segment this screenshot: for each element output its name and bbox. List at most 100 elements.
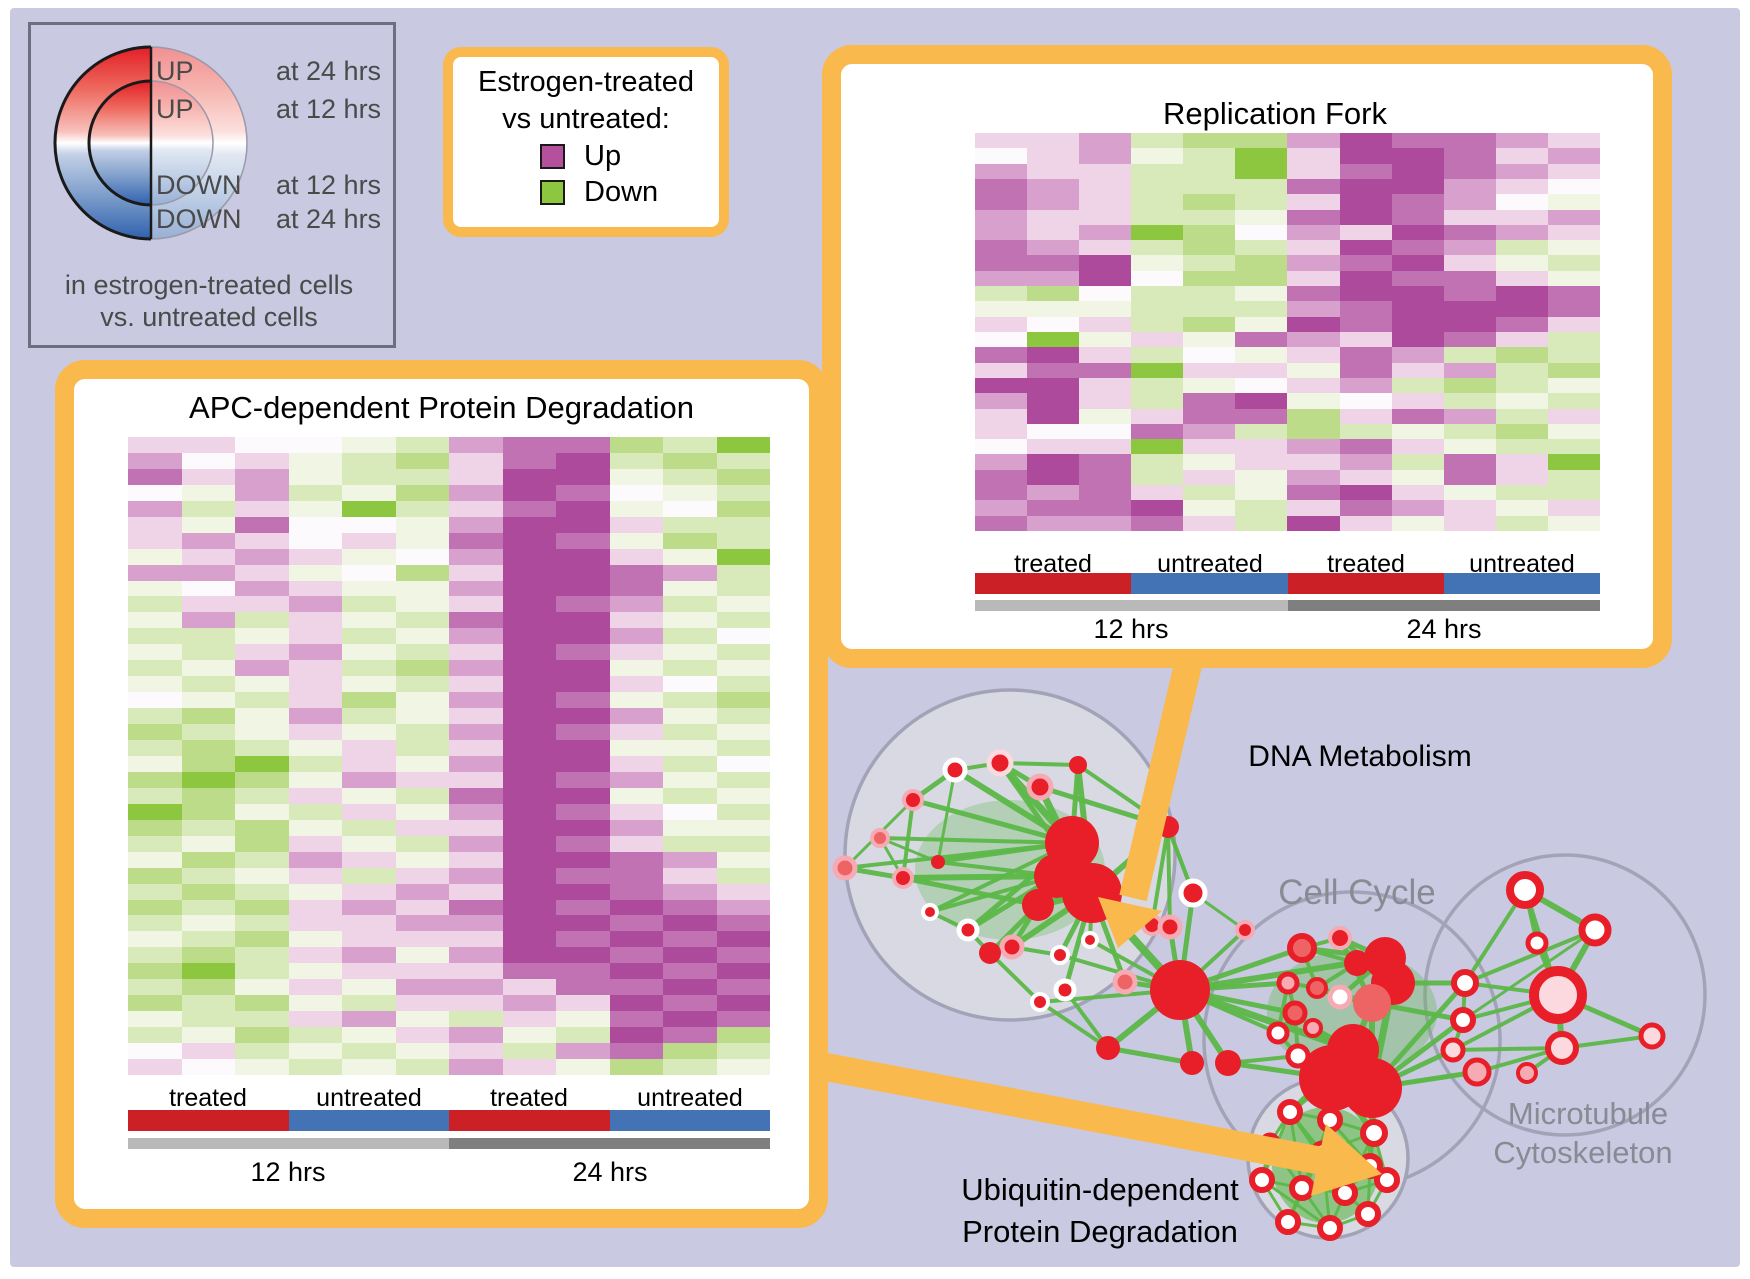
- heatmap-cell: [128, 1059, 182, 1075]
- heatmap-cell: [181, 437, 235, 453]
- heatmap-cell: [1131, 316, 1184, 332]
- heatmap-cell: [1027, 133, 1080, 149]
- heatmap-cell: [1495, 163, 1548, 179]
- heatmap-cell: [128, 979, 182, 996]
- heatmap-cell: [1027, 469, 1080, 486]
- heatmap-cell: [1027, 224, 1080, 241]
- heatmap-cell: [288, 1059, 342, 1075]
- heatmap-cell: [128, 740, 182, 756]
- heatmap-cell: [502, 724, 556, 741]
- heatmap-cell: [181, 867, 235, 884]
- down-color-swatch: [540, 180, 565, 205]
- heatmap-cell: [1131, 500, 1184, 516]
- heatmap-cell: [502, 580, 556, 597]
- heatmap-cell: [181, 963, 235, 980]
- heatmap-cell: [1495, 224, 1548, 241]
- heatmap-cell: [342, 612, 396, 629]
- heatmap-cell: [181, 452, 235, 469]
- heatmap-cell: [235, 437, 289, 453]
- heatmap-cell: [975, 408, 1028, 424]
- heatmap-cell: [556, 437, 610, 453]
- heatmap-cell: [502, 564, 556, 581]
- heatmap-cell: [1131, 133, 1184, 149]
- heatmap-cell: [556, 851, 610, 868]
- heatmap-cell: [395, 452, 449, 469]
- heatmap-cell: [609, 835, 663, 852]
- heatmap-cell: [609, 740, 663, 756]
- heatmap-cell: [663, 1011, 717, 1028]
- heatmap-cell: [1443, 408, 1496, 424]
- heatmap-cell: [449, 771, 503, 788]
- heatmap-cell: [1547, 362, 1600, 378]
- heatmap-cell: [1287, 286, 1340, 302]
- heatmap-cell: [716, 819, 770, 836]
- heatmap-cell: [1547, 148, 1600, 164]
- heatmap-cell: [1079, 332, 1132, 348]
- heatmap-cell: [1495, 485, 1548, 501]
- heatmap-cell: [663, 532, 717, 549]
- heatmap-cell: [1443, 393, 1496, 409]
- heatmap-cell: [502, 740, 556, 756]
- heatmap-cell: [609, 1027, 663, 1044]
- heatmap-cell: [395, 803, 449, 820]
- heatmap-cell: [663, 484, 717, 501]
- heatmap-cell: [609, 468, 663, 485]
- heatmap-cell: [1183, 332, 1236, 348]
- heatmap-cell: [716, 771, 770, 788]
- heatmap-cell: [502, 676, 556, 693]
- heatmap-cell: [1339, 270, 1392, 287]
- heatmap-cell: [1079, 515, 1132, 531]
- heatmap-cell: [502, 612, 556, 629]
- heatmap-cell: [975, 485, 1028, 501]
- heatmap-cell: [235, 883, 289, 900]
- heatmap-cell: [128, 963, 182, 980]
- heatmap-cell: [1079, 148, 1132, 164]
- heatmap-cell: [556, 708, 610, 725]
- heatmap-cell: [449, 803, 503, 820]
- heatmap-cell: [288, 548, 342, 565]
- heatmap-cell: [1443, 209, 1496, 225]
- heatmap-cell: [716, 437, 770, 453]
- heatmap-cell: [1027, 454, 1080, 470]
- heatmap-cell: [1183, 408, 1236, 424]
- heatmap-cell: [1183, 301, 1236, 317]
- heatmap-cell: [556, 803, 610, 820]
- rf-time-bar-24: [1288, 600, 1600, 611]
- heatmap-cell: [1339, 393, 1392, 409]
- heatmap-cell: [1027, 377, 1080, 394]
- heatmap-cell: [502, 437, 556, 453]
- heatmap-cell: [449, 692, 503, 709]
- heatmap-cell: [1183, 133, 1236, 149]
- heatmap-cell: [1287, 148, 1340, 164]
- heatmap-cell: [609, 596, 663, 613]
- heatmap-cell: [556, 740, 610, 756]
- heatmap-cell: [609, 915, 663, 932]
- heatmap-cell: [716, 1043, 770, 1060]
- heatmap-cell: [342, 516, 396, 533]
- heatmap-cell: [235, 452, 289, 469]
- heatmap-cell: [1235, 240, 1288, 256]
- heatmap-cell: [181, 771, 235, 788]
- heatmap-cell: [128, 516, 182, 533]
- apc-12hrs-label: 12 hrs: [250, 1157, 326, 1187]
- heatmap-cell: [1547, 286, 1600, 302]
- heatmap-cell: [716, 548, 770, 565]
- heatmap-cell: [342, 787, 396, 804]
- heatmap-cell: [181, 1027, 235, 1044]
- heatmap-cell: [556, 771, 610, 788]
- heatmap-cell: [1287, 255, 1340, 271]
- heatmap-cell: [716, 692, 770, 709]
- heatmap-cell: [1443, 469, 1496, 486]
- heatmap-cell: [609, 851, 663, 868]
- heatmap-cell: [395, 835, 449, 852]
- heatmap-cell: [1287, 439, 1340, 455]
- heatmap-cell: [1443, 133, 1496, 149]
- heatmap-cell: [1495, 362, 1548, 378]
- rf-untreated-bar-24: [1444, 573, 1600, 594]
- heatmap-cell: [1287, 362, 1340, 378]
- heatmap-cell: [556, 1059, 610, 1075]
- heatmap-cell: [181, 676, 235, 693]
- ring-legend-time-12b: at 12 hrs: [276, 170, 382, 200]
- apc-group-label-untreated-24: untreated: [637, 1084, 743, 1112]
- heatmap-cell: [235, 644, 289, 661]
